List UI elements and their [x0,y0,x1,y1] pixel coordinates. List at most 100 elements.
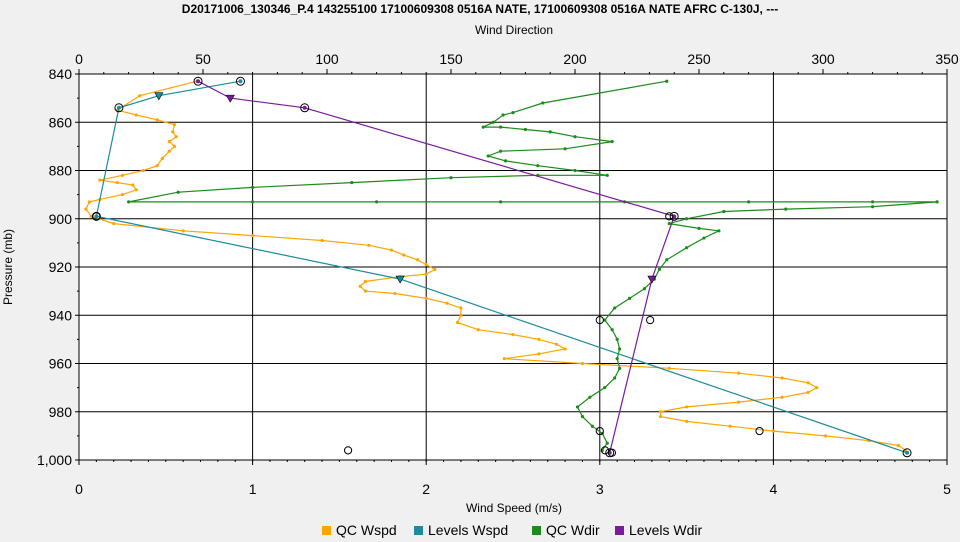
qc-wdir-point [375,200,379,204]
x-tick-label: 3 [596,481,604,497]
qc-wdir-point [615,337,619,341]
level-marker-ring [114,103,124,113]
qc-wspd-point [172,144,177,148]
qc-wdir-point [605,441,609,445]
qc-wspd-point [251,234,255,238]
qc-wspd-point [155,164,159,168]
qc-wspd-point [780,376,784,380]
qc-wdir-point [618,366,622,370]
qc-wdir-point [501,113,505,117]
x2-tick-label: 50 [195,51,211,67]
legend: QC Wspd Levels Wspd QC Wdir Levels Wdir [322,522,702,538]
x2-tick-label: 150 [439,51,463,67]
legend-label-qc-wspd: QC Wspd [336,522,397,538]
qc-wspd-point [737,371,741,375]
level-marker-dot [196,79,201,84]
qc-wspd-point [171,130,175,134]
legend-label-qc-wdir: QC Wdir [546,522,600,538]
qc-wdir-point [613,306,617,310]
qc-wspd-point [728,424,732,428]
qc-wspd-point [87,200,92,204]
level-marker-dot [302,105,307,110]
qc-wspd-point [167,149,171,153]
qc-wdir-point [499,200,503,204]
level-marker-dot [116,105,121,110]
qc-wdir-point [511,111,515,115]
qc-wdir-point [627,296,632,300]
qc-wspd-point [155,118,159,122]
qc-wspd-point [134,113,138,117]
qc-wspd-point [667,366,671,370]
qc-wdir-point [541,101,545,105]
y-tick-label: 960 [49,356,73,372]
qc-wspd-point [685,419,689,423]
qc-wdir-point [747,200,751,204]
x-axis-label: Wind Speed (m/s) [466,501,562,515]
level-marker-ring [193,76,203,86]
x-tick-label: 4 [770,481,778,497]
levels-wdir-line [197,80,675,453]
qc-wdir-point [657,267,661,272]
open-circle-marker [343,446,353,455]
qc-wdir-point [615,357,619,361]
qc-wspd-point [115,180,119,185]
qc-wspd-point [160,156,164,161]
qc-wspd-point [511,332,515,337]
qc-wdir-point [610,139,614,144]
qc-wspd-point [120,193,124,197]
qc-wspd-point [823,434,828,438]
x2-tick-label: 250 [687,51,711,67]
qc-wspd-point [685,405,689,409]
level-marker-triangle [395,275,405,284]
qc-wdir-point [618,347,622,351]
open-circle-marker [755,426,764,436]
qc-wdir-point [491,120,495,124]
qc-wspd-point [815,386,819,390]
x2-tick-label: 100 [315,51,339,67]
qc-wspd-point [98,178,102,182]
qc-wspd-point [771,429,776,433]
qc-wspd-point [141,168,145,173]
level-marker-ring [902,448,912,458]
qc-wspd-point [433,267,437,272]
qc-wspd-point [138,94,142,98]
plot-frame [78,73,948,461]
qc-wdir-point [603,318,607,322]
qc-wspd-point [658,414,663,419]
qc-wdir-point [486,154,490,158]
qc-wdir-point [605,173,609,177]
qc-wdir-point [350,180,354,185]
qc-wspd-point [320,238,324,243]
x2-axis-label: Wind Direction [475,23,553,37]
qc-wspd-point [181,229,185,233]
level-marker-dot [238,79,243,84]
qc-wspd-point [737,400,741,404]
marker-layer [91,76,912,458]
qc-wdir-point [685,246,689,250]
qc-wspd-point [120,173,124,177]
level-marker-ring [605,448,615,458]
qc-wdir-point [603,386,607,390]
qc-wdir-point [499,149,503,153]
qc-wspd-point [393,291,397,296]
open-circle-marker [600,446,610,455]
qc-wspd-point [367,243,371,247]
level-marker-triangle [154,92,164,101]
qc-wspd-point [537,337,541,341]
qc-wdir-point [588,395,592,399]
qc-wdir-point [702,236,706,240]
qc-wdir-point [575,405,580,409]
qc-wdir-point [251,185,255,189]
qc-wspd-point [780,395,784,399]
qc-wspd-point [424,296,428,300]
level-marker-triangle [225,94,235,103]
legend-swatch-qc-wspd [322,526,331,535]
legend-swatch-levels-wdir [615,526,624,535]
qc-wspd-point [402,253,406,257]
qc-wdir-point [251,200,255,204]
qc-wdir-point [523,127,528,132]
qc-wdir-point [717,229,721,233]
qc-wspd-point [167,139,171,144]
qc-wspd-point [363,279,368,284]
y-tick-label: 900 [49,211,73,227]
